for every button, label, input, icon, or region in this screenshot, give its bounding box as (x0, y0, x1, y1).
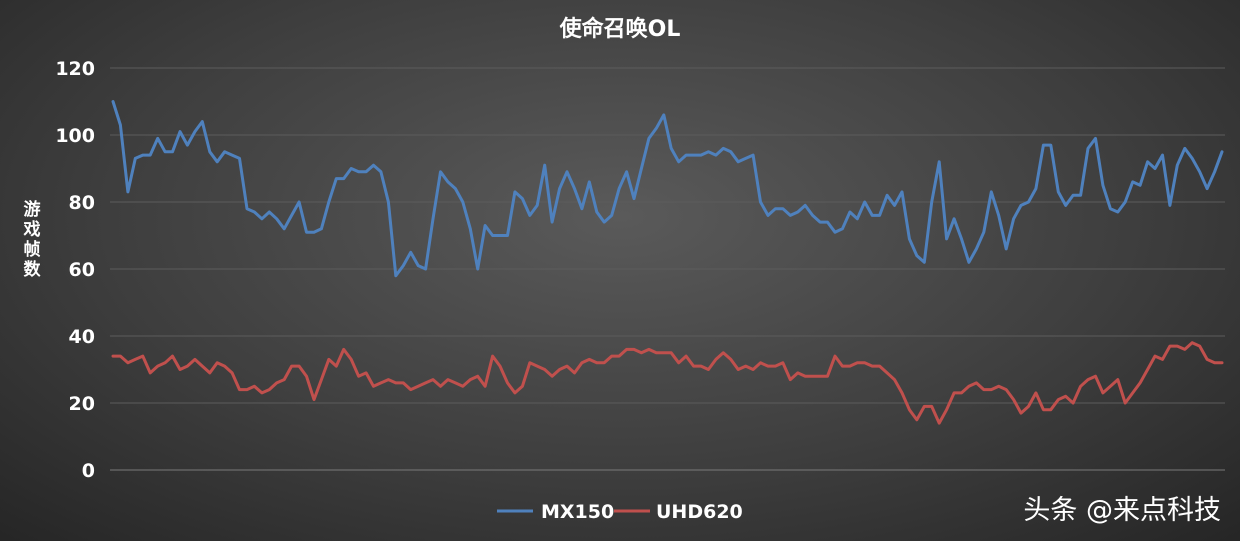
y-axis-ticks: 0 20 40 60 80 100 120 (55, 58, 95, 482)
series-line-uhd620 (111, 341, 1224, 425)
legend: MX150 UHD620 (497, 501, 743, 523)
legend-label-mx150: MX150 (541, 501, 614, 523)
y-tick-label: 120 (55, 58, 95, 80)
y-axis-label: 游戏帧数 (23, 199, 42, 280)
legend-label-uhd620: UHD620 (656, 501, 743, 523)
watermark-text: 头条 @来点科技 (1023, 495, 1221, 526)
y-tick-label: 0 (82, 460, 95, 482)
y-tick-label: 20 (69, 393, 95, 415)
chart-title: 使命召唤OL (559, 16, 681, 42)
series-line-mx150 (111, 100, 1224, 278)
y-tick-label: 40 (69, 326, 95, 348)
y-tick-label: 100 (55, 125, 95, 147)
series-lines (111, 100, 1224, 425)
y-tick-label: 60 (69, 259, 95, 281)
y-tick-label: 80 (69, 192, 95, 214)
